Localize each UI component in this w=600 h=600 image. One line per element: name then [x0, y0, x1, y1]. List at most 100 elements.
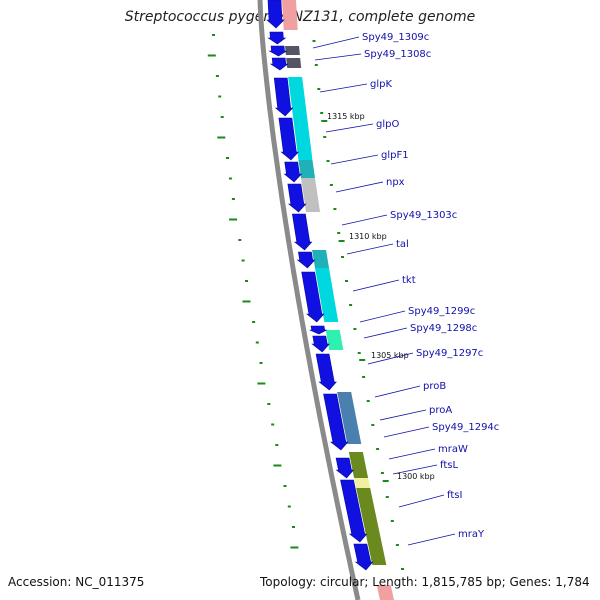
- scale-tick-label: 1310 kbp: [349, 232, 387, 241]
- gc-dot: [271, 423, 275, 426]
- gc-dot: [231, 198, 235, 200]
- minor-tick: [390, 520, 394, 522]
- label-leader: [325, 123, 374, 133]
- feature-block: [301, 178, 321, 212]
- minor-tick: [312, 40, 316, 42]
- gc-skew-dots: [207, 34, 299, 549]
- topology-text: Topology: circular; Length: 1,815,785 bp…: [260, 575, 590, 589]
- minor-tick: [371, 424, 375, 426]
- gene-label: tkt: [402, 275, 416, 286]
- minor-tick: [353, 328, 357, 330]
- gene-label: Spy49_1303c: [390, 210, 457, 221]
- scale-tick: [338, 240, 345, 242]
- cds-arrow: [311, 335, 330, 353]
- feature-block: [298, 160, 316, 178]
- label-leader: [359, 310, 406, 323]
- label-leader: [341, 214, 388, 226]
- gc-dot: [207, 54, 216, 57]
- minor-tick: [323, 136, 327, 138]
- cds-arrow: [268, 45, 288, 57]
- label-leader: [314, 53, 362, 61]
- scale-tick-label: 1305 kbp: [371, 351, 409, 360]
- cds-track: [266, 0, 374, 571]
- cds-arrow: [292, 213, 313, 251]
- gc-dot: [275, 444, 279, 446]
- gc-dot: [212, 34, 215, 36]
- cds-arrow: [323, 393, 349, 451]
- label-leader: [374, 385, 421, 398]
- feature-block: [285, 46, 300, 55]
- scale-tick-label: 1300 kbp: [397, 472, 435, 481]
- cds-arrow: [278, 117, 300, 161]
- cds-arrow: [266, 0, 285, 29]
- gene-label: mraY: [458, 529, 485, 540]
- cds-arrow: [287, 183, 307, 213]
- label-leader: [312, 36, 360, 49]
- label-leader: [407, 533, 456, 546]
- minor-tick: [345, 280, 348, 282]
- cds-arrow: [301, 271, 325, 323]
- gene-label: mraW: [438, 444, 468, 455]
- label-leader: [335, 181, 384, 193]
- feature-block: [315, 268, 339, 322]
- cds-arrow: [296, 251, 316, 269]
- gc-dot: [283, 485, 287, 487]
- minor-tick: [320, 112, 324, 114]
- feature-block: [348, 452, 369, 478]
- gene-label: proB: [423, 381, 446, 392]
- scale-tick: [382, 480, 389, 482]
- scale-ticks: 1315 kbp 1310 kbp 1305 kbp 1300 kbp: [312, 40, 435, 570]
- feature-block: [337, 392, 362, 444]
- cds-arrow: [267, 31, 287, 45]
- label-leader: [363, 327, 408, 339]
- feature-block: [325, 330, 344, 350]
- gc-dot: [255, 341, 259, 344]
- gc-dot: [217, 136, 226, 139]
- minor-tick: [349, 304, 353, 306]
- label-leader: [352, 279, 400, 292]
- gc-dot: [257, 382, 266, 385]
- gc-dot: [252, 321, 256, 323]
- minor-tick: [376, 448, 380, 450]
- cds-arrow: [273, 77, 294, 117]
- gc-dot: [273, 464, 282, 467]
- label-leader: [383, 426, 430, 438]
- minor-tick: [380, 472, 384, 474]
- feature-block: [376, 585, 394, 600]
- minor-tick: [317, 88, 321, 90]
- feature-block: [286, 58, 302, 68]
- gc-dot: [226, 157, 229, 159]
- scale-tick-label: 1315 kbp: [327, 112, 365, 121]
- gene-label: tal: [396, 239, 409, 250]
- feature-block: [354, 478, 371, 488]
- gene-label: Spy49_1298c: [410, 323, 477, 334]
- gene-label: Spy49_1309c: [362, 32, 429, 43]
- cds-arrow: [335, 457, 355, 479]
- gc-dot: [290, 546, 299, 549]
- gene-label: Spy49_1299c: [408, 306, 475, 317]
- label-leader: [319, 83, 368, 93]
- label-leader: [330, 154, 379, 165]
- cds-arrow: [340, 479, 368, 543]
- minor-tick: [357, 352, 361, 354]
- gene-label: ftsI: [447, 490, 462, 501]
- gc-dot: [229, 218, 238, 221]
- map-title: Streptococcus pygenes NZ131, complete ge…: [124, 9, 476, 25]
- feature-block: [312, 250, 330, 268]
- gc-dot: [259, 362, 263, 364]
- gc-dot: [241, 259, 245, 262]
- gc-dot: [228, 177, 232, 180]
- minor-tick: [366, 400, 370, 402]
- gene-labels: Spy49_1309c Spy49_1308c glpK glpO glpF1 npx Sp…: [312, 32, 499, 546]
- gene-label: Spy49_1308c: [364, 49, 431, 60]
- gene-label: Spy49_1294c: [432, 422, 499, 433]
- gene-label: Spy49_1297c: [416, 348, 483, 359]
- gene-label: npx: [386, 177, 405, 188]
- gc-dot: [287, 505, 291, 508]
- cds-arrow: [283, 161, 303, 183]
- feature-block: [356, 488, 387, 565]
- gc-dot: [238, 239, 242, 241]
- gc-dot: [218, 95, 222, 98]
- gene-label: ftsL: [440, 460, 458, 471]
